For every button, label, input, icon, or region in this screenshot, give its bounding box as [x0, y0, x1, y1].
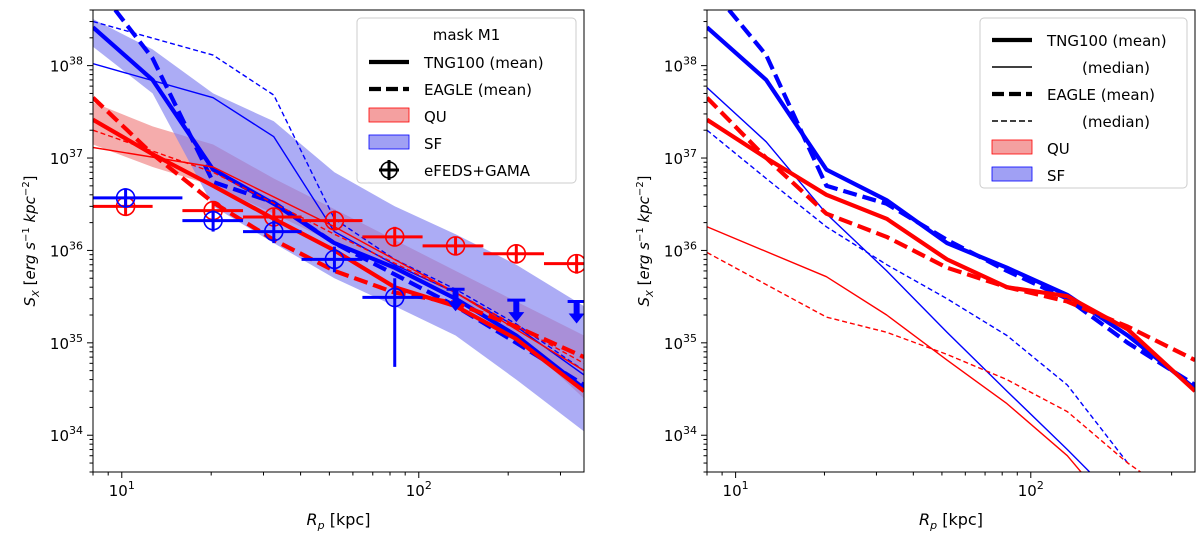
data-point-sf-0 [93, 188, 183, 208]
series-line-sf-tng100-mean [93, 25, 584, 391]
legend-label: SF [1047, 167, 1065, 185]
legend-patch [991, 166, 1033, 182]
y-tick-label: 1035 [664, 332, 697, 353]
x-tick-label: 101 [109, 479, 135, 500]
legend-label: TNG100 (mean) [1046, 32, 1167, 50]
legend-patch [368, 134, 410, 150]
data-point-qu-5 [422, 236, 484, 256]
series-line-sf-eagle-median [93, 20, 584, 372]
series-line-qu-eagle-mean [707, 96, 1195, 362]
x-tick-label: 101 [723, 479, 749, 500]
legend-entry: TNG100 (mean) [369, 54, 544, 72]
legend: TNG100 (mean) (median) EAGLE (mean) (median… [979, 17, 1188, 189]
data-marker [566, 253, 584, 274]
data-point-qu-3 [301, 210, 363, 231]
y-tick-label: 1036 [50, 239, 83, 260]
x-tick-label: 102 [1018, 479, 1044, 500]
series-line-qu-tng100-median [707, 226, 1082, 472]
legend-label: QU [424, 108, 447, 126]
legend-patch [368, 107, 410, 123]
plot-area [707, 10, 1195, 472]
upper-limit-head [568, 313, 584, 324]
panel-right: 101 102 1034 1035 1036 1037 1038 Rp [kpc] SX [er… [635, 9, 1196, 532]
upper-limit-arrow-2 [567, 300, 584, 324]
data-point-sf-3 [301, 246, 363, 273]
legend-label: SF [424, 135, 442, 153]
legend-patch [991, 139, 1033, 155]
legend-entry: TNG100 (mean) [992, 32, 1167, 50]
legend-label: eFEDS+GAMA [424, 162, 531, 180]
legend-label: EAGLE (mean) [1047, 86, 1155, 104]
panel-left: 101 102 1034 1035 1036 1037 1038 Rp [kpc] SX [er… [21, 9, 585, 532]
data-point-qu-4 [362, 226, 423, 247]
series-line-qu-eagle-mean [93, 96, 584, 360]
data-point-qu-7 [543, 253, 584, 274]
legend-label: (median) [1082, 113, 1150, 131]
series-line-sf-eagle-median [707, 129, 1129, 464]
series-line-qu-eagle-median [93, 129, 584, 364]
series-line-sf-tng100-median [707, 86, 1091, 472]
series-line-sf-tng100-mean [707, 25, 1195, 391]
legend-entry: (median) [992, 59, 1150, 77]
series-line-qu-eagle-median [707, 251, 1142, 472]
legend-entry: QU [368, 107, 447, 126]
legend-entry: EAGLE (mean) [992, 86, 1155, 104]
legend-entry: eFEDS+GAMA [379, 160, 531, 180]
y-tick-label: 1036 [664, 239, 697, 260]
upper-limit-head [447, 301, 464, 312]
upper-limit-head [508, 312, 525, 323]
data-marker [324, 210, 345, 231]
upper-limit-arrow-0 [446, 287, 465, 312]
data-point-qu-6 [483, 243, 544, 264]
data-point-sf-1 [182, 210, 244, 232]
legend-entry: SF [368, 134, 442, 153]
series-line-sf-eagle-mean [727, 10, 1195, 387]
data-marker [264, 221, 284, 242]
y-axis-label: SX [erg s−1 kpc−2] [635, 175, 656, 306]
plot-area [93, 10, 584, 432]
legend-label: QU [1047, 140, 1070, 158]
data-point-sf-4 [362, 278, 423, 367]
legend: mask M1 TNG100 (mean) EAGLE (mean) QU SF eFED… [356, 17, 577, 184]
upper-limit-arrow-1 [507, 298, 526, 323]
y-tick-label: 1034 [50, 424, 83, 445]
y-tick-label: 1035 [50, 332, 83, 353]
plot-frame [92, 9, 585, 473]
data-marker [115, 188, 136, 208]
legend-entry: EAGLE (mean) [369, 81, 532, 99]
legend-entry: SF [991, 166, 1065, 185]
data-marker [384, 227, 405, 247]
data-marker [324, 249, 345, 270]
y-tick-label: 1038 [50, 55, 83, 76]
plot-frame [706, 9, 1196, 473]
y-axis-label: SX [erg s−1 kpc−2] [21, 175, 42, 306]
legend-title: mask M1 [433, 26, 501, 44]
data-point-sf-2 [243, 220, 302, 244]
x-tick-label: 102 [406, 479, 432, 500]
y-tick-label: 1037 [664, 147, 697, 168]
series-line-sf-eagle-mean [113, 10, 584, 387]
data-marker [203, 210, 223, 231]
data-marker [506, 243, 527, 264]
legend-label: EAGLE (mean) [424, 81, 532, 99]
y-tick-label: 1037 [50, 147, 83, 168]
legend-entry: QU [991, 139, 1070, 158]
legend-frame [356, 17, 577, 184]
band-sf [93, 19, 584, 432]
data-marker [445, 236, 466, 256]
x-axis-label: Rp [kpc] [307, 510, 371, 532]
x-axis-label: Rp [kpc] [919, 510, 983, 532]
y-tick-label: 1038 [664, 55, 697, 76]
data-marker [384, 287, 405, 308]
legend-label: TNG100 (mean) [423, 54, 544, 72]
y-tick-label: 1034 [664, 424, 697, 445]
legend-label: (median) [1082, 59, 1150, 77]
legend-entry: (median) [992, 113, 1150, 131]
